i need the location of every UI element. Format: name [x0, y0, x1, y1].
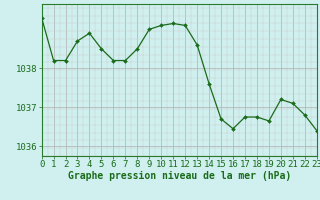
X-axis label: Graphe pression niveau de la mer (hPa): Graphe pression niveau de la mer (hPa)	[68, 171, 291, 181]
